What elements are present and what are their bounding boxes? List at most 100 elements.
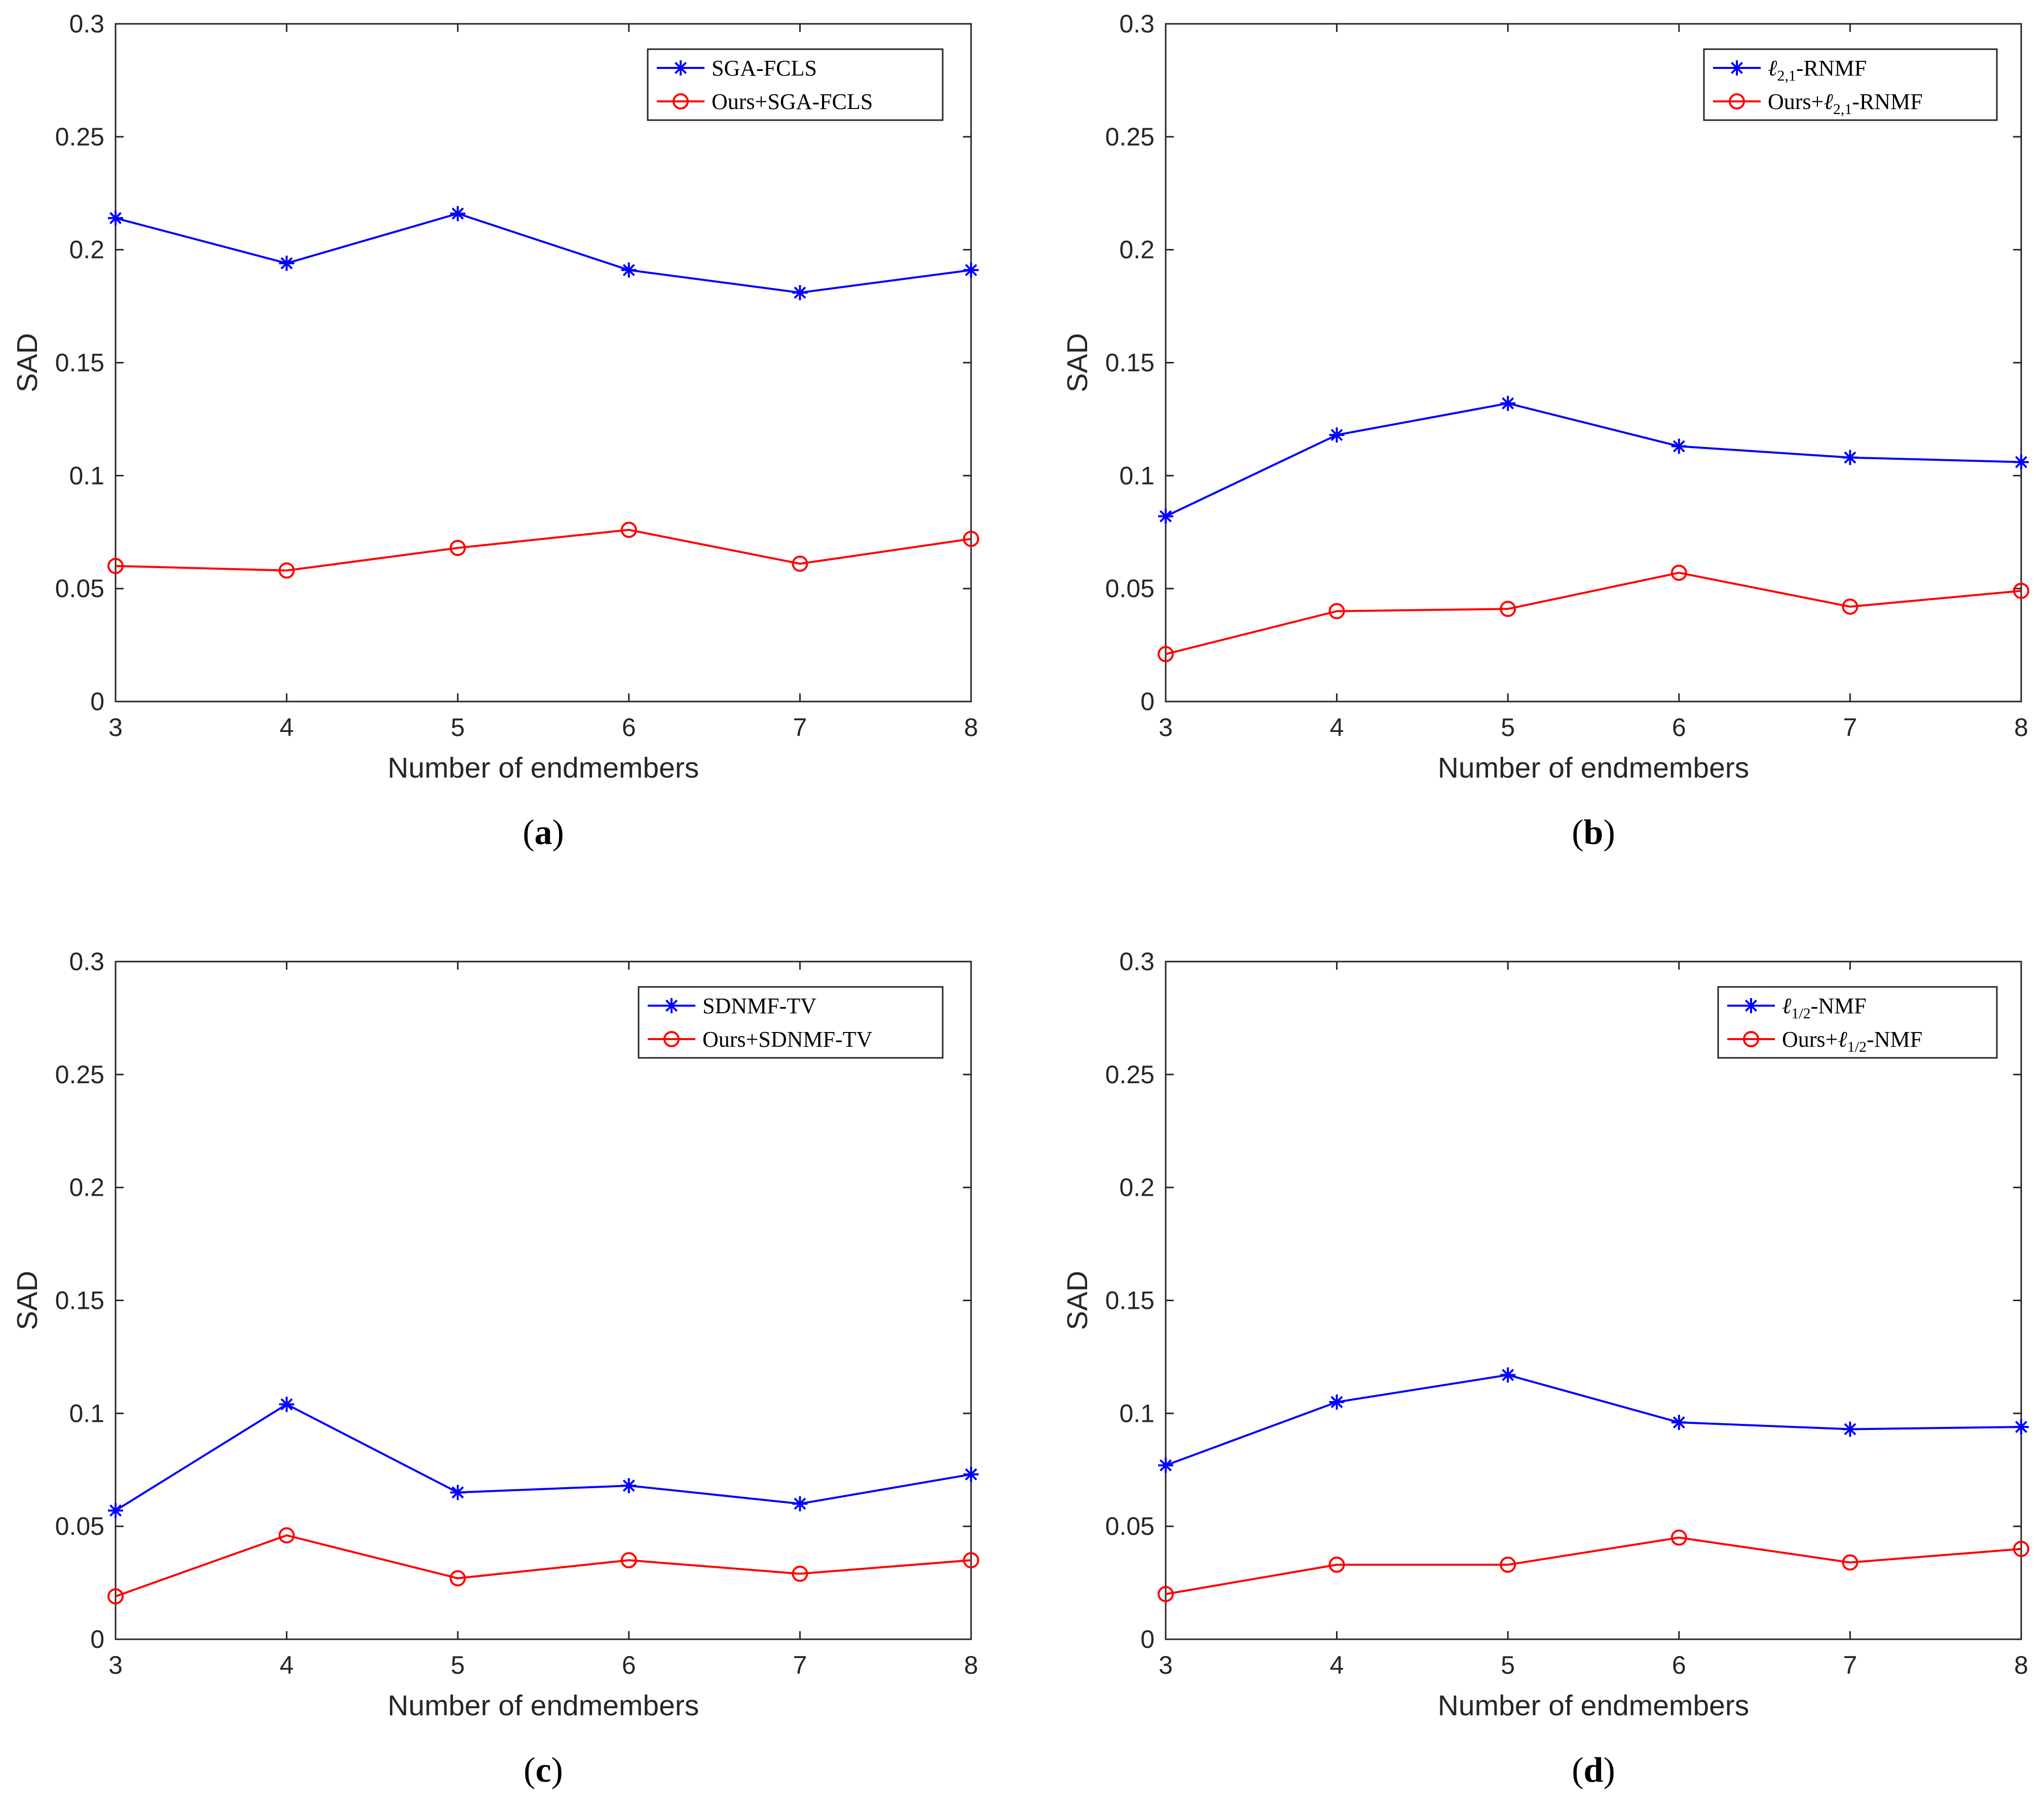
panel-caption-letter: a — [535, 813, 552, 852]
series-line — [115, 1534, 972, 1598]
x-tick-label: 7 — [1843, 713, 1857, 742]
data-point-circle — [1158, 646, 1174, 663]
y-tick-label: 0.25 — [1105, 1060, 1155, 1089]
chart-panel-a: 0 0.05 0.1 0.15 0.2 0.25 0.3 3 4 5 6 7 8 Number of en… — [11, 10, 979, 852]
legend-label: Ours+ℓ2,1-RNMF — [1768, 89, 1923, 118]
x-tick-label: 8 — [2014, 1651, 2028, 1679]
x-axis-label: Number of endmembers — [388, 1689, 699, 1722]
data-point-asterisk — [1158, 1457, 1173, 1473]
y-tick-label: 0.1 — [1119, 461, 1155, 490]
y-tick-label: 0 — [1140, 687, 1155, 716]
data-point-circle — [1670, 1529, 1687, 1546]
legend-box — [1703, 48, 1998, 121]
data-point-asterisk — [1671, 1415, 1687, 1430]
x-tick-label: 6 — [622, 1651, 636, 1679]
y-tick-label: 0.15 — [55, 1286, 104, 1315]
plot-area — [115, 23, 972, 703]
data-point-circle — [1670, 564, 1687, 581]
series-baseline — [1158, 395, 2029, 524]
data-point-asterisk — [108, 210, 123, 226]
data-point-asterisk — [1500, 1367, 1516, 1383]
chart-panel-d: 0 0.05 0.1 0.15 0.2 0.25 0.3 3 4 5 6 7 8 Number of en… — [1061, 947, 2029, 1790]
y-tick-label: 0.2 — [69, 236, 104, 264]
x-tick-label: 4 — [280, 1651, 294, 1679]
series-ours — [107, 522, 979, 579]
data-point-circle — [2013, 1540, 2029, 1557]
series-line — [1165, 1374, 2022, 1466]
legend-label: SDNMF-TV — [702, 994, 816, 1018]
legend-marker-circle — [1743, 1031, 1759, 1047]
data-point-asterisk — [621, 262, 637, 278]
y-tick-label: 0.1 — [69, 461, 104, 490]
data-point-asterisk — [1329, 427, 1345, 443]
x-tick-label: 4 — [280, 713, 294, 742]
y-tick-label: 0.25 — [55, 1060, 104, 1089]
legend-marker-asterisk — [1729, 60, 1744, 76]
data-point-circle — [278, 1527, 295, 1543]
series-ours — [1158, 1529, 2029, 1602]
data-point-circle — [450, 539, 466, 556]
data-point-asterisk — [450, 206, 466, 222]
y-axis-label: SAD — [1061, 1271, 1094, 1330]
series-baseline — [1158, 1367, 2029, 1473]
data-point-asterisk — [1158, 508, 1173, 524]
x-tick-label: 5 — [1501, 713, 1515, 742]
panel-caption: (b) — [1572, 813, 1615, 852]
x-tick-label: 6 — [1672, 1651, 1686, 1679]
data-point-asterisk — [1500, 395, 1516, 411]
y-tick-label: 0.3 — [1119, 10, 1155, 38]
y-axis-label: SAD — [11, 333, 44, 392]
legend-marker-asterisk — [673, 60, 688, 76]
series-line — [115, 529, 972, 572]
data-point-asterisk — [792, 1496, 808, 1512]
x-tick-label: 4 — [1330, 713, 1344, 742]
data-point-asterisk — [450, 1485, 466, 1500]
x-tick-label: 8 — [964, 1651, 978, 1679]
panel-caption-letter: b — [1584, 813, 1604, 852]
legend-label: ℓ1/2-NMF — [1782, 994, 1867, 1022]
x-axis-label: Number of endmembers — [1438, 752, 1750, 784]
y-tick-label: 0.15 — [1105, 349, 1155, 377]
data-point-asterisk — [2014, 454, 2029, 470]
y-tick-label: 0.3 — [69, 10, 104, 38]
data-point-circle — [620, 1552, 637, 1569]
legend-box — [647, 48, 944, 121]
data-point-circle — [1500, 1556, 1516, 1573]
legend-label: SGA-FCLS — [712, 56, 817, 81]
x-tick-label: 3 — [108, 1651, 123, 1679]
data-point-circle — [963, 1552, 979, 1569]
data-point-circle — [450, 1570, 466, 1587]
data-point-circle — [963, 531, 979, 547]
legend-marker-asterisk — [664, 998, 679, 1013]
plot-area — [1165, 23, 2022, 703]
y-tick-label: 0.05 — [1105, 574, 1155, 603]
data-point-circle — [1842, 598, 1859, 615]
data-point-circle — [107, 1588, 124, 1605]
data-point-circle — [2013, 582, 2029, 599]
data-point-asterisk — [621, 1478, 637, 1493]
y-tick-label: 0 — [90, 687, 104, 716]
x-tick-label: 7 — [793, 1651, 807, 1679]
legend: ℓ2,1-RNMF Ours+ℓ2,1-RNMF — [1703, 48, 1998, 121]
y-tick-label: 0.05 — [55, 574, 104, 603]
x-tick-label: 3 — [1159, 713, 1173, 742]
x-tick-label: 7 — [1843, 1651, 1857, 1679]
data-point-asterisk — [2014, 1419, 2029, 1435]
y-axis-label: SAD — [1061, 333, 1094, 392]
y-tick-label: 0.2 — [1119, 1173, 1155, 1202]
y-tick-label: 0 — [90, 1625, 104, 1653]
chart-panel-b: 0 0.05 0.1 0.15 0.2 0.25 0.3 3 4 5 6 7 8 Number of en… — [1061, 10, 2029, 852]
series-line — [1165, 571, 2022, 655]
data-point-asterisk — [1329, 1394, 1345, 1410]
series-baseline — [108, 206, 979, 301]
data-point-asterisk — [279, 255, 294, 271]
plot-area — [1165, 961, 2022, 1640]
x-tick-label: 8 — [2014, 713, 2028, 742]
data-point-circle — [1500, 601, 1516, 617]
series-line — [115, 1403, 972, 1512]
legend-label: Ours+ℓ1/2-NMF — [1782, 1027, 1922, 1055]
data-point-circle — [792, 556, 808, 572]
y-tick-label: 0.25 — [1105, 123, 1155, 151]
data-point-asterisk — [1671, 438, 1687, 454]
y-axis-label: SAD — [11, 1271, 44, 1330]
